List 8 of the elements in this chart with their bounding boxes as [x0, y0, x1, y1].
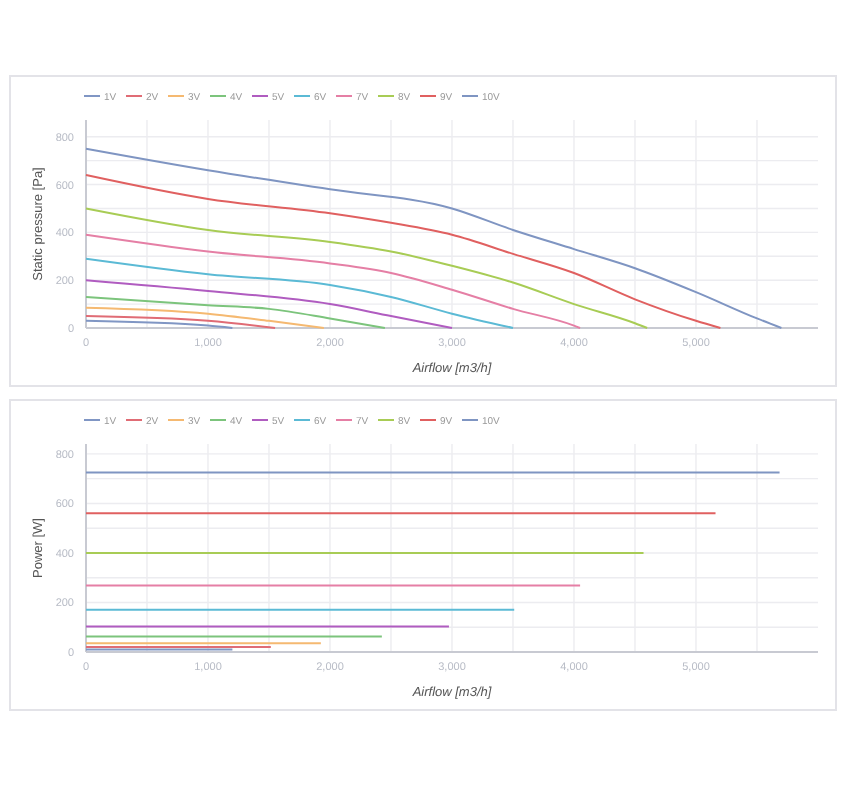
line-series [85, 173, 722, 329]
line-series [85, 207, 649, 329]
line-series [85, 257, 514, 329]
line-series [85, 279, 453, 329]
line-series [85, 147, 783, 329]
line-series [85, 306, 325, 329]
line-series [85, 233, 582, 329]
line-series [85, 295, 386, 329]
